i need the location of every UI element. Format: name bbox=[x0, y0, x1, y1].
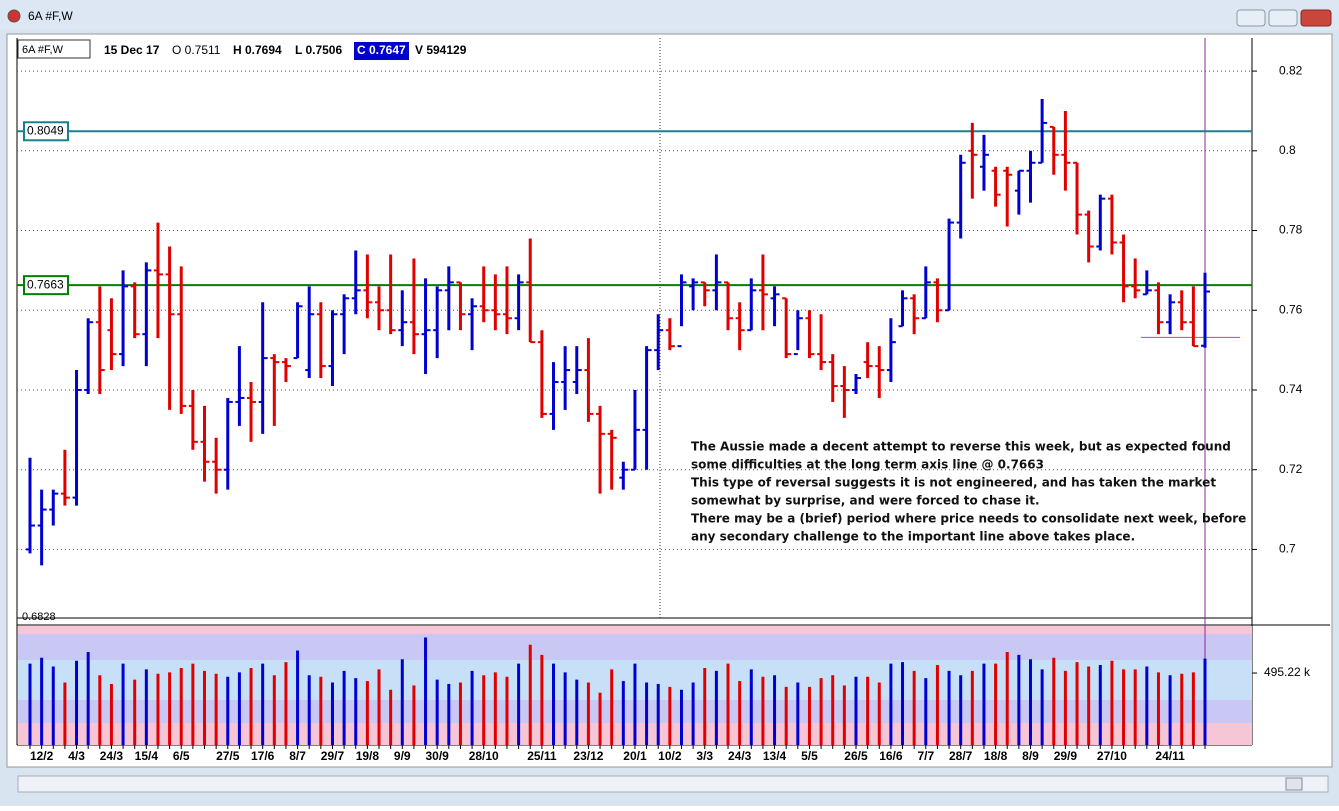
close-highlight bbox=[354, 42, 409, 60]
x-tick-label: 24/3 bbox=[728, 749, 752, 763]
maximize-button[interactable] bbox=[1268, 9, 1298, 27]
app-icon bbox=[7, 9, 21, 23]
level-label: 0.7663 bbox=[27, 277, 64, 291]
x-tick-label: 24/3 bbox=[100, 749, 124, 763]
x-tick-label: 6/5 bbox=[173, 749, 190, 763]
x-tick-label: 10/2 bbox=[658, 749, 682, 763]
x-tick-label: 13/4 bbox=[763, 749, 787, 763]
scroll-thumb[interactable] bbox=[1285, 777, 1303, 791]
x-tick-label: 15/4 bbox=[135, 749, 159, 763]
y-tick-label: 0.76 bbox=[1279, 302, 1303, 316]
x-tick-label: 24/11 bbox=[1155, 749, 1185, 763]
y-tick-label: 0.82 bbox=[1279, 63, 1303, 77]
x-tick-label: 8/9 bbox=[1022, 749, 1039, 763]
x-tick-label: 26/5 bbox=[844, 749, 868, 763]
minimize-button[interactable] bbox=[1236, 9, 1266, 27]
title-bar bbox=[0, 0, 1339, 30]
x-tick-label: 18/8 bbox=[984, 749, 1008, 763]
annotation-line: There may be a (brief) period where pric… bbox=[691, 512, 1246, 526]
axis-min-label: 0.6828 bbox=[22, 611, 56, 623]
x-tick-label: 8/7 bbox=[289, 749, 306, 763]
symbol-box[interactable] bbox=[17, 39, 91, 59]
volume-band bbox=[18, 626, 1252, 634]
level-box bbox=[23, 121, 69, 142]
close-button[interactable] bbox=[1300, 9, 1332, 27]
scrollbar[interactable] bbox=[17, 775, 1329, 793]
x-tick-label: 16/6 bbox=[879, 749, 903, 763]
x-tick-label: 17/6 bbox=[251, 749, 275, 763]
x-tick-label: 27/5 bbox=[216, 749, 240, 763]
header-low: L 0.7506 bbox=[295, 43, 342, 57]
volume-tick-label: 495.22 k bbox=[1264, 665, 1311, 679]
x-tick-label: 30/9 bbox=[425, 749, 449, 763]
level-label: 0.8049 bbox=[27, 123, 64, 137]
header-high: H 0.7694 bbox=[233, 43, 282, 57]
x-tick-label: 28/7 bbox=[949, 749, 973, 763]
annotation-line: somewhat by surprise, and were forced to… bbox=[691, 494, 1040, 508]
header-volume: V 594129 bbox=[415, 43, 467, 57]
y-tick-label: 0.74 bbox=[1279, 382, 1303, 396]
window-title: 6A #F,W bbox=[28, 9, 73, 23]
x-tick-label: 29/7 bbox=[321, 749, 345, 763]
y-tick-label: 0.78 bbox=[1279, 223, 1303, 237]
header-open: O 0.7511 bbox=[172, 43, 221, 57]
x-tick-label: 9/9 bbox=[394, 749, 411, 763]
x-tick-label: 4/3 bbox=[68, 749, 85, 763]
y-tick-label: 0.72 bbox=[1279, 462, 1303, 476]
header-date: 15 Dec 17 bbox=[104, 43, 160, 57]
x-tick-label: 25/11 bbox=[527, 749, 557, 763]
annotation-line: This type of reversal suggests it is not… bbox=[691, 476, 1216, 490]
x-tick-label: 5/5 bbox=[801, 749, 818, 763]
x-tick-label: 12/2 bbox=[30, 749, 54, 763]
symbol: 6A #F,W bbox=[22, 44, 64, 56]
x-tick-label: 19/8 bbox=[356, 749, 380, 763]
x-tick-label: 28/10 bbox=[469, 749, 499, 763]
x-tick-label: 23/12 bbox=[573, 749, 603, 763]
x-tick-label: 3/3 bbox=[696, 749, 713, 763]
x-tick-label: 7/7 bbox=[917, 749, 934, 763]
header-close: C 0.7647 bbox=[357, 43, 406, 57]
x-tick-label: 20/1 bbox=[623, 749, 647, 763]
x-tick-label: 29/9 bbox=[1054, 749, 1078, 763]
level-box bbox=[23, 275, 69, 296]
annotation-line: The Aussie made a decent attempt to reve… bbox=[691, 440, 1231, 454]
y-tick-label: 0.7 bbox=[1279, 542, 1296, 556]
annotation-line: some difficulties at the long term axis … bbox=[691, 458, 1044, 472]
y-tick-label: 0.8 bbox=[1279, 143, 1296, 157]
annotation-line: any secondary challenge to the important… bbox=[691, 530, 1135, 544]
x-tick-label: 27/10 bbox=[1097, 749, 1127, 763]
